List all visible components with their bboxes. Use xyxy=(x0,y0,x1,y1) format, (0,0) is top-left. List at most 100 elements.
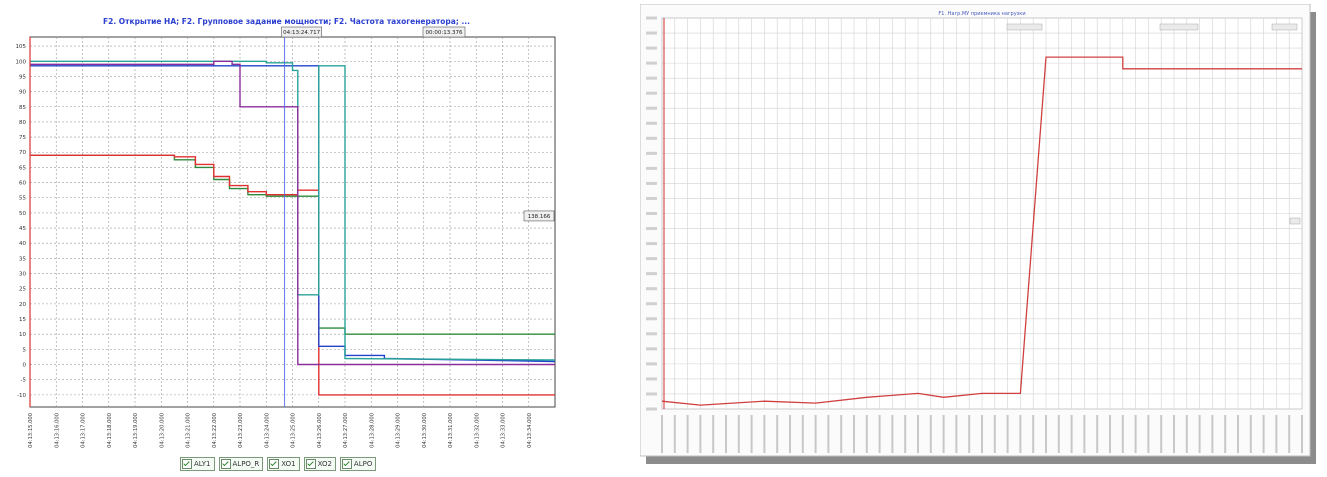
x-tick-label-blur xyxy=(878,415,881,453)
x-tick-label: 04:13:19.000 xyxy=(133,413,139,448)
delta-time-box xyxy=(422,26,466,38)
y-tick-label-blur xyxy=(646,46,657,50)
legend-label: ALPO_R xyxy=(232,460,260,468)
delta-time-text: 00:00:13.376 xyxy=(426,30,463,36)
cursor-value-box xyxy=(1289,217,1301,225)
x-tick-label-blur xyxy=(801,415,804,453)
legend-label: XO2 xyxy=(317,460,332,468)
y-tick-label-blur xyxy=(646,166,657,170)
checkbox-icon[interactable] xyxy=(341,459,352,469)
x-tick-label: 04:13:34.000 xyxy=(527,413,533,448)
y-tick-label-blur xyxy=(646,287,657,291)
checkbox-icon[interactable] xyxy=(269,459,280,469)
x-tick-label-blur xyxy=(686,415,689,453)
x-tick-label-blur xyxy=(1057,415,1060,453)
x-tick-label-blur xyxy=(1096,415,1099,453)
y-tick-label: 55 xyxy=(19,196,26,202)
x-tick-label: 04:13:21.000 xyxy=(186,413,192,448)
cursor-time-box xyxy=(281,26,322,38)
y-tick-label: 95 xyxy=(19,74,26,80)
y-tick-label: 40 xyxy=(19,241,26,247)
x-tick-label-blur xyxy=(1301,415,1303,453)
x-tick-label-blur xyxy=(955,415,958,453)
x-tick-label-blur xyxy=(1109,415,1111,453)
x-tick-label: 04:13:22.000 xyxy=(212,413,218,448)
x-tick-label: 04:13:30.000 xyxy=(422,413,428,448)
y-tick-label: 60 xyxy=(19,181,26,187)
y-tick-label-blur xyxy=(646,61,657,65)
y-tick-label-blur xyxy=(646,31,657,35)
y-tick-label: 90 xyxy=(19,90,26,96)
cursor-value-label: 138.166 xyxy=(523,210,555,222)
legend-item-ALPO[interactable]: ALPO xyxy=(339,457,377,471)
y-tick-label-blur xyxy=(646,76,657,80)
x-tick-label: 04:13:33.000 xyxy=(501,413,507,448)
y-tick-label: 0 xyxy=(23,363,27,369)
x-tick-label-blur xyxy=(673,415,676,453)
y-tick-label-blur xyxy=(646,242,657,246)
series-line-ALPO_R xyxy=(30,154,555,396)
legend-item-XO2[interactable]: XO2 xyxy=(303,457,336,471)
y-tick-label-blur xyxy=(646,121,657,125)
cursor-value-box xyxy=(523,210,555,222)
series-line-0 xyxy=(661,56,1302,406)
x-tick-label: 04:13:31.000 xyxy=(448,413,454,448)
x-tick-label: 04:13:28.000 xyxy=(369,413,375,448)
x-tick-label-blur xyxy=(750,415,753,453)
x-tick-label-blur xyxy=(929,415,932,453)
x-tick-label-blur xyxy=(904,415,907,453)
x-tick-label-blur xyxy=(725,415,727,453)
x-tick-label-blur xyxy=(814,415,817,453)
y-tick-label: 15 xyxy=(19,317,26,323)
y-tick-label-blur xyxy=(646,332,657,336)
legend-item-ALPO_R[interactable]: ALPO_R xyxy=(218,457,264,471)
x-tick-label-blur xyxy=(827,415,830,453)
value-box xyxy=(1271,23,1298,31)
y-tick-label: 20 xyxy=(19,302,26,308)
x-tick-label-blur xyxy=(917,415,919,453)
cursor-value-text: 138.166 xyxy=(528,214,551,220)
x-tick-label-blur xyxy=(942,415,945,453)
y-tick-label-blur xyxy=(646,136,657,140)
chart-title: F1. Нагр.МУ приемника нагрузки xyxy=(938,11,1025,17)
legend-item-XO1[interactable]: XO1 xyxy=(267,457,300,471)
x-tick-label-blur xyxy=(840,415,843,453)
delta-time-box xyxy=(1159,23,1199,31)
x-tick-label-blur xyxy=(1275,415,1278,453)
y-tick-label-blur xyxy=(646,302,657,306)
left-chart: F2. Открытие НА; F2. Групповое задание м… xyxy=(16,17,556,448)
y-tick-label: -10 xyxy=(17,393,26,399)
x-tick-label: 04:13:15.000 xyxy=(28,413,34,448)
chart-legend: ALY1 ALPO_R XO1 XO2 ALPO xyxy=(180,457,377,471)
x-tick-label-blur xyxy=(1032,415,1035,453)
x-tick-label-blur xyxy=(699,415,702,453)
y-tick-label: 35 xyxy=(19,256,26,262)
series-line-ALPO xyxy=(30,60,555,366)
legend-item-ALY1[interactable]: ALY1 xyxy=(180,457,215,471)
y-tick-label: 25 xyxy=(19,287,26,293)
y-tick-label-blur xyxy=(646,392,657,396)
x-tick-label-blur xyxy=(776,415,779,453)
cursor-time-label: 04:13:24.717 xyxy=(281,26,322,38)
y-tick-label-blur xyxy=(646,106,657,110)
y-tick-label: 10 xyxy=(19,332,26,338)
x-tick-label-blur xyxy=(1224,415,1227,453)
y-tick-label-blur xyxy=(646,181,657,185)
x-tick-label: 04:13:24.000 xyxy=(264,413,270,448)
chart-title: F2. Открытие НА; F2. Групповое задание м… xyxy=(103,17,470,26)
checkbox-icon[interactable] xyxy=(182,459,192,469)
y-tick-label-blur xyxy=(646,272,657,276)
y-tick-label-blur xyxy=(646,317,657,321)
x-tick-label-blur xyxy=(1198,415,1201,453)
x-tick-label: 04:13:23.000 xyxy=(238,413,244,448)
x-tick-label: 04:13:32.000 xyxy=(474,413,480,448)
right-chart: F1. Нагр.МУ приемника нагрузки xyxy=(639,3,1316,464)
x-tick-label-blur xyxy=(1083,415,1086,453)
right-chart-panel: F1. Нагр.МУ приемника нагрузки xyxy=(639,3,1320,466)
checkbox-icon[interactable] xyxy=(305,459,316,469)
cursor-time-text: 04:13:24.717 xyxy=(283,30,320,36)
x-tick-label-blur xyxy=(661,415,663,453)
checkbox-icon[interactable] xyxy=(220,459,231,469)
x-tick-label-blur xyxy=(1134,415,1137,453)
y-tick-label-blur xyxy=(646,347,657,351)
